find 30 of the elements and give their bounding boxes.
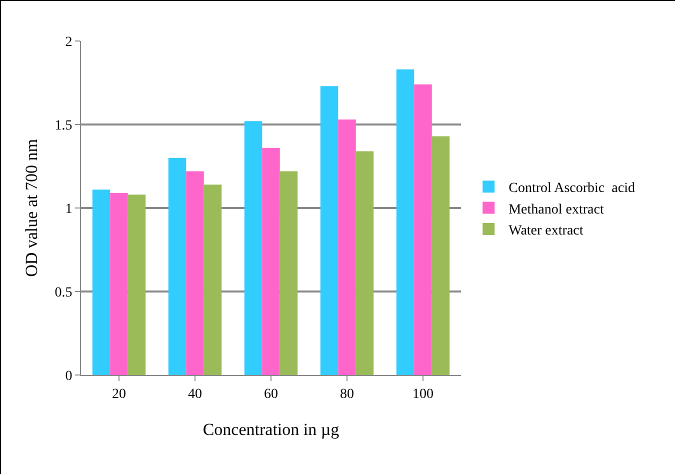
bar [128,194,146,375]
x-axis-title: Concentration in µg [202,420,340,440]
bar [262,148,280,375]
bar [244,121,262,375]
bar [110,192,128,375]
y-tick-label: 1.5 [54,118,72,134]
bar [432,136,450,375]
bar [338,119,356,375]
y-axis-title: OD value at 700 nm [22,139,41,277]
legend-label: Methanol extract [508,202,604,218]
bar [168,158,186,375]
bar [204,184,222,375]
x-tick-label: 60 [264,386,278,402]
bar [396,69,414,375]
bar [320,86,338,375]
y-tick-label: 0 [65,368,72,384]
bar [92,190,110,375]
y-tick-label: 0.5 [54,285,72,300]
x-tick-label: 80 [340,386,354,402]
x-tick-label: 20 [112,386,126,402]
x-tick-label: 100 [412,386,434,402]
bar [356,151,374,375]
bar [414,84,432,375]
x-tick-label: 40 [188,386,202,402]
y-tick-label: 2 [65,34,72,50]
legend-label: Water extract [508,223,584,238]
bar [186,171,204,375]
bar [280,171,298,375]
y-tick-label: 1 [65,202,72,217]
legend-label: Control Ascorbic acid [508,181,635,196]
